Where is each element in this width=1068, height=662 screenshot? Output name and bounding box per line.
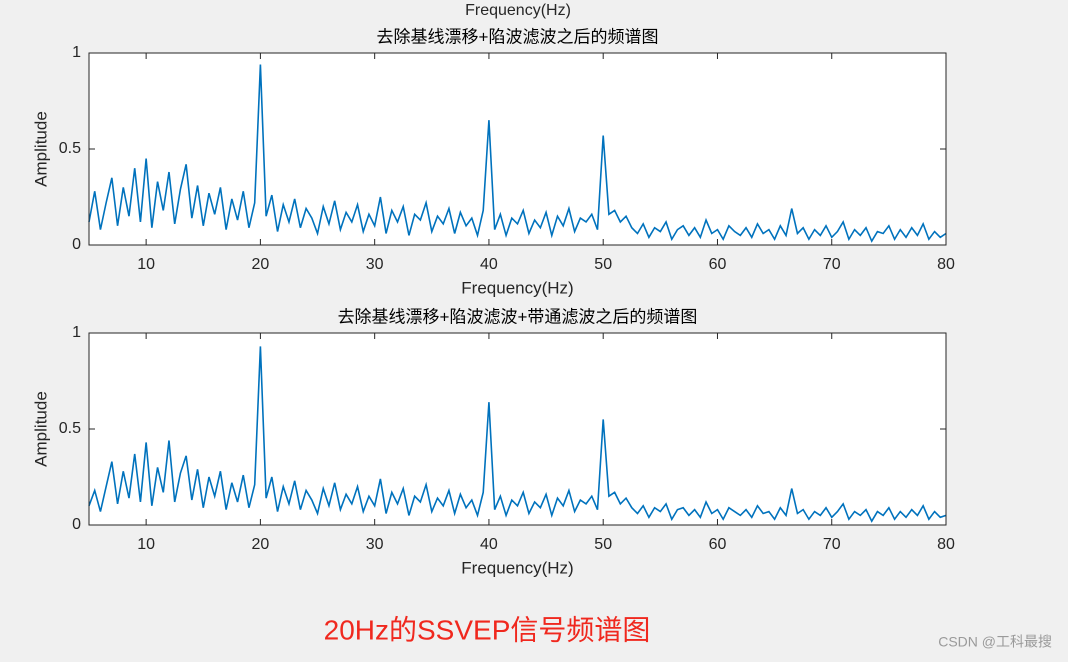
y-tick-label: 0.5 <box>59 140 81 157</box>
x-tick-label: 70 <box>823 536 841 553</box>
x-tick-label: 50 <box>594 256 612 273</box>
top-x-label: Frequency(Hz) <box>465 2 571 19</box>
y-tick-label: 0 <box>72 516 81 533</box>
y-tick-label: 1 <box>72 44 81 61</box>
spectrum-line <box>88 64 947 243</box>
chart-title: 去除基线漂移+陷波滤波+带通滤波之后的频谱图 <box>338 307 698 326</box>
y-axis-label: Amplitude <box>31 391 50 467</box>
x-tick-label: 80 <box>937 536 955 553</box>
x-tick-label: 30 <box>366 536 384 553</box>
x-tick-label: 40 <box>480 536 498 553</box>
y-tick-label: 0.5 <box>59 420 81 437</box>
watermark: CSDN @工科最搜 <box>938 634 1052 650</box>
x-tick-label: 10 <box>137 536 155 553</box>
y-tick-label: 0 <box>72 236 81 253</box>
y-axis-label: Amplitude <box>31 111 50 187</box>
chart-title: 去除基线漂移+陷波滤波之后的频谱图 <box>377 27 659 46</box>
x-tick-label: 20 <box>252 536 270 553</box>
x-tick-label: 20 <box>252 256 270 273</box>
x-tick-label: 70 <box>823 256 841 273</box>
x-tick-label: 60 <box>709 256 727 273</box>
spectrum-line <box>88 346 947 523</box>
x-tick-label: 40 <box>480 256 498 273</box>
y-tick-label: 1 <box>72 324 81 341</box>
caption: 20Hz的SSVEP信号频谱图 <box>324 614 651 645</box>
x-tick-label: 60 <box>709 536 727 553</box>
x-tick-label: 80 <box>937 256 955 273</box>
x-tick-label: 30 <box>366 256 384 273</box>
plot-area <box>89 333 946 525</box>
plot-area <box>89 53 946 245</box>
x-axis-label: Frequency(Hz) <box>461 278 573 297</box>
x-axis-label: Frequency(Hz) <box>461 558 573 577</box>
x-tick-label: 50 <box>594 536 612 553</box>
x-tick-label: 10 <box>137 256 155 273</box>
